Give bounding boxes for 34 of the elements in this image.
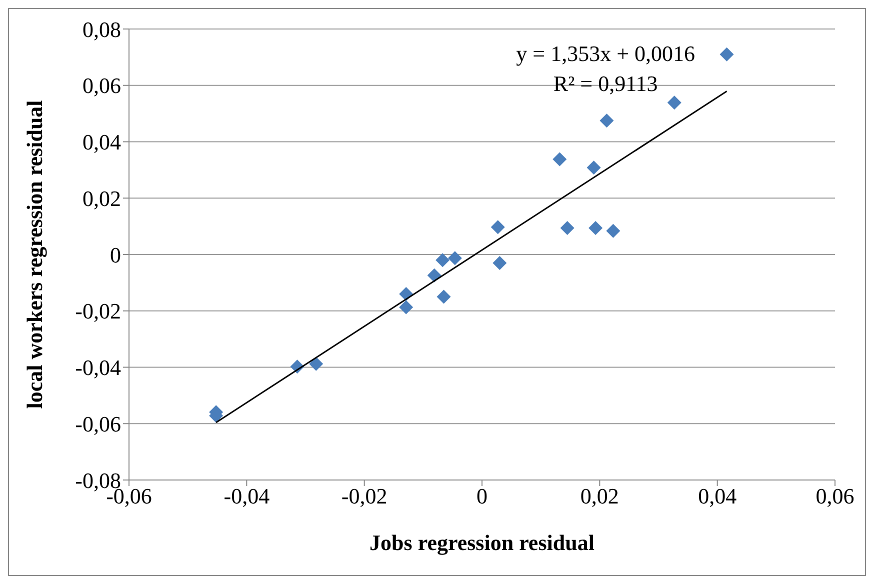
point (667, 96, 682, 110)
y-axis-title: local workers regression residual (22, 100, 47, 409)
point (490, 220, 505, 234)
x-tick-label: -0,02 (341, 484, 388, 509)
point (492, 256, 507, 270)
point (436, 253, 450, 268)
y-tick-label: 0,06 (82, 73, 121, 98)
y-tick-label: 0,08 (82, 16, 121, 42)
x-tick-label: -0,04 (224, 484, 270, 509)
y-tick-label: -0,02 (75, 298, 121, 324)
y-tick-label: 0 (110, 242, 121, 268)
point (552, 152, 567, 166)
y-tick-label: -0,04 (75, 355, 121, 380)
point (720, 47, 734, 62)
point (309, 356, 324, 371)
point (427, 268, 442, 282)
point (606, 224, 620, 238)
point (399, 300, 414, 314)
x-tick-label: 0 (476, 484, 488, 509)
point (600, 114, 614, 128)
point (436, 290, 451, 304)
x-tick-label: 0,06 (816, 484, 854, 509)
annotation: R² = 0,9113 (552, 70, 659, 98)
x-tick-label: 0,04 (698, 484, 737, 509)
annotation: y = 1,353x + 0,0016 (516, 40, 695, 68)
point (560, 221, 574, 236)
x-axis-title: Jobs regression residual (370, 530, 594, 555)
x-tick-label: 0,02 (580, 484, 619, 509)
y-tick-label: 0,02 (82, 186, 121, 211)
y-tick-label: -0,06 (75, 411, 121, 436)
point (448, 251, 462, 266)
point (586, 160, 601, 175)
y-tick-label: 0,04 (82, 130, 121, 155)
point (588, 221, 603, 236)
